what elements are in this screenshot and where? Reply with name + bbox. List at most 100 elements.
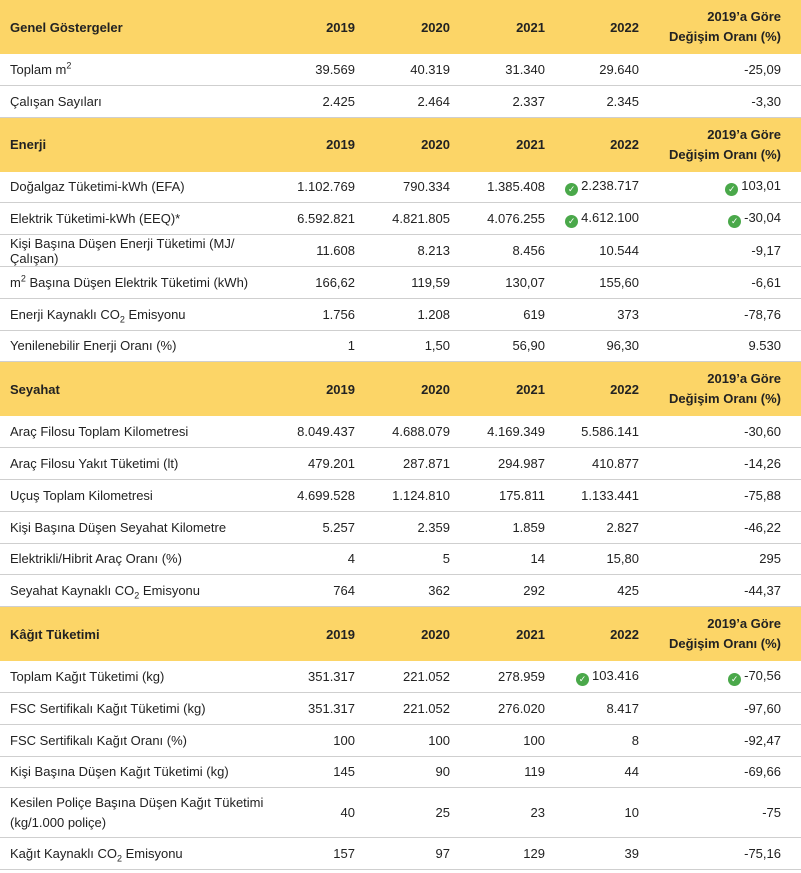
cell-value: 479.201 bbox=[308, 456, 355, 472]
cell-value: 8.213 bbox=[417, 243, 450, 259]
section-header: Genel Göstergeler 2019 2020 2021 2022 2019’a … bbox=[0, 0, 801, 54]
cell-value: -97,60 bbox=[744, 700, 781, 716]
table-row: Araç Filosu Yakıt Tüketimi (lt) 479.201 28… bbox=[0, 448, 801, 480]
cell-value: 1 bbox=[347, 338, 355, 354]
table-row: Toplam m2 39.569 40.319 31.340 29.640 -25,09 bbox=[0, 54, 801, 86]
cell-value: 31.340 bbox=[505, 61, 545, 77]
cell-value: 2.425 bbox=[322, 93, 355, 109]
cell-value: ✓ 2.238.717 bbox=[549, 178, 643, 196]
row-label: Kesilen Poliçe Başına Düşen Kağıt Tüketi… bbox=[10, 794, 264, 830]
section-header: Kâğıt Tüketimi 2019 2020 2021 2022 2019’a Gör… bbox=[0, 607, 801, 662]
cell-value: -9,17 bbox=[751, 243, 781, 259]
cell-value: 351.317 bbox=[308, 700, 355, 716]
row-label: Araç Filosu Yakıt Tüketimi (lt) bbox=[10, 456, 179, 472]
cell-value: -3,30 bbox=[751, 93, 781, 109]
change-header: 2019’a Göre Değişim Oranı (%) bbox=[669, 371, 781, 407]
row-label: Toplam m2 bbox=[10, 60, 72, 77]
cell-value: 1.102.769 bbox=[297, 179, 355, 195]
cell-value: 40.319 bbox=[410, 61, 450, 77]
cell-value: 56,90 bbox=[512, 338, 545, 354]
row-label: Enerji Kaynaklı CO2 Emisyonu bbox=[10, 306, 186, 325]
cell-value: -14,26 bbox=[744, 456, 781, 472]
table-row: FSC Sertifikalı Kağıt Tüketimi (kg) 351.3… bbox=[0, 693, 801, 725]
row-label: Elektrik Tüketimi-kWh (EEQ)* bbox=[10, 211, 181, 227]
cell-value: -25,09 bbox=[744, 61, 781, 77]
table-row: Çalışan Sayıları 2.425 2.464 2.337 2.345 -3,3… bbox=[0, 86, 801, 118]
cell-value: 29.640 bbox=[599, 61, 639, 77]
cell-value: ✓ -30,04 bbox=[643, 210, 801, 228]
row-label: Seyahat Kaynaklı CO2 Emisyonu bbox=[10, 583, 201, 601]
cell-value: 619 bbox=[523, 306, 545, 322]
year-header: 2020 bbox=[421, 381, 450, 397]
cell-value: 100 bbox=[523, 732, 545, 748]
year-header: 2022 bbox=[610, 381, 639, 397]
cell-value: 2.337 bbox=[512, 93, 545, 109]
change-header: 2019’a Göre Değişim Oranı (%) bbox=[669, 616, 781, 652]
cell-value: -6,61 bbox=[751, 274, 781, 290]
cell-value: 1.124.810 bbox=[392, 487, 450, 503]
row-label: Kişi Başına Düşen Kağıt Tüketimi (kg) bbox=[10, 764, 229, 780]
section-title: Kâğıt Tüketimi bbox=[10, 626, 100, 642]
table-row: Kişi Başına Düşen Seyahat Kilometre 5.257… bbox=[0, 512, 801, 544]
year-header: 2019 bbox=[326, 381, 355, 397]
cell-value: 1.756 bbox=[322, 306, 355, 322]
year-header: 2020 bbox=[421, 626, 450, 642]
section-title: Enerji bbox=[10, 137, 47, 153]
cell-value: 15,80 bbox=[606, 551, 639, 567]
cell-value: 2.827 bbox=[606, 519, 639, 535]
cell-value: 278.959 bbox=[498, 669, 545, 685]
table-row: m2 Başına Düşen Elektrik Tüketimi (kWh) 1… bbox=[0, 267, 801, 299]
year-header: 2021 bbox=[516, 137, 545, 153]
year-header: 2021 bbox=[516, 626, 545, 642]
check-icon: ✓ bbox=[576, 672, 589, 686]
cell-value: 25 bbox=[435, 805, 450, 821]
row-label: Kişi Başına Düşen Enerji Tüketimi (MJ/Ça… bbox=[10, 235, 235, 266]
cell-value: 166,62 bbox=[315, 274, 355, 290]
cell-value: 2.359 bbox=[417, 519, 450, 535]
table-row: Toplam Kağıt Tüketimi (kg) 351.317 221.052… bbox=[0, 661, 801, 693]
cell-value: 362 bbox=[428, 583, 450, 599]
row-label: Kağıt Kaynaklı CO2 Emisyonu bbox=[10, 846, 183, 864]
cell-value: ✓ 103.416 bbox=[549, 668, 643, 686]
year-header: 2022 bbox=[610, 626, 639, 642]
section-header: Enerji 2019 2020 2021 2022 2019’a Göre Değişim… bbox=[0, 117, 801, 172]
cell-value: 2.345 bbox=[606, 93, 639, 109]
cell-value: ✓ 4.612.100 bbox=[549, 210, 643, 228]
cell-value: 97 bbox=[435, 846, 450, 862]
cell-value: 119,59 bbox=[411, 274, 450, 290]
cell-value: 292 bbox=[523, 583, 545, 599]
year-header: 2021 bbox=[516, 381, 545, 397]
cell-value: 790.334 bbox=[403, 179, 450, 195]
cell-value: 276.020 bbox=[498, 700, 545, 716]
cell-value: -92,47 bbox=[744, 732, 781, 748]
cell-value: 373 bbox=[617, 306, 639, 322]
cell-value: 44 bbox=[624, 764, 639, 780]
row-label: FSC Sertifikalı Kağıt Tüketimi (kg) bbox=[10, 700, 206, 716]
cell-value: 4 bbox=[347, 551, 355, 567]
year-header: 2022 bbox=[610, 19, 639, 35]
table-row: Elektrik Tüketimi-kWh (EEQ)* 6.592.821 4.8… bbox=[0, 203, 801, 236]
cell-value: 39 bbox=[624, 846, 639, 862]
year-header: 2019 bbox=[326, 137, 355, 153]
cell-value: 410.877 bbox=[592, 456, 639, 472]
cell-value: 11.608 bbox=[316, 243, 355, 259]
section-title: Seyahat bbox=[10, 381, 60, 397]
cell-value: 2.464 bbox=[417, 93, 450, 109]
cell-value: 10 bbox=[624, 805, 639, 821]
table-row: Elektrikli/Hibrit Araç Oranı (%) 4 5 14 15,8… bbox=[0, 544, 801, 576]
section-header: Seyahat 2019 2020 2021 2022 2019’a Göre Değişi… bbox=[0, 362, 801, 417]
cell-value: 4.821.805 bbox=[392, 211, 450, 227]
check-icon: ✓ bbox=[728, 214, 742, 228]
cell-value: 129 bbox=[523, 846, 545, 862]
table-row: Kesilen Poliçe Başına Düşen Kağıt Tüketi… bbox=[0, 788, 801, 839]
cell-value: ✓ -70,56 bbox=[643, 668, 801, 686]
cell-value: -30,60 bbox=[744, 424, 781, 440]
cell-value: 8.417 bbox=[606, 700, 639, 716]
cell-value: 1.208 bbox=[417, 306, 450, 322]
cell-value: 221.052 bbox=[403, 700, 450, 716]
cell-value: 425 bbox=[617, 583, 639, 599]
cell-value: 4.699.528 bbox=[297, 487, 355, 503]
cell-value: 5.257 bbox=[322, 519, 355, 535]
table-row: FSC Sertifikalı Kağıt Oranı (%) 100 100 100… bbox=[0, 725, 801, 757]
